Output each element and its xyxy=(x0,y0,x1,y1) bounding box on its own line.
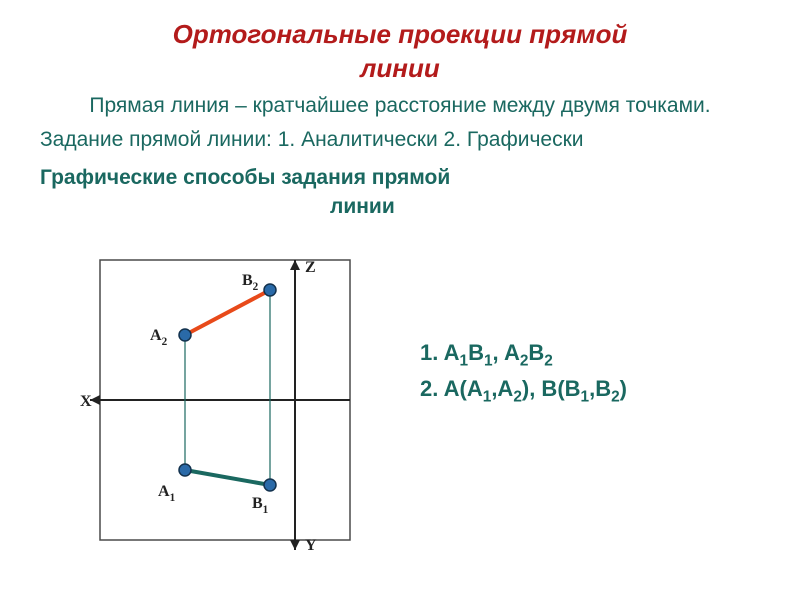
formula-block: 1. A1B1, A2B2 2. A(A1,A2), B(B1,B2) xyxy=(420,340,627,413)
svg-text:X: X xyxy=(80,393,92,410)
svg-text:B1: B1 xyxy=(252,495,269,516)
graph-title-l2: линии xyxy=(40,193,760,221)
task-line: Задание прямой линии: 1. Аналитически 2.… xyxy=(0,120,800,154)
svg-text:B2: B2 xyxy=(242,272,259,293)
graph-methods-title: Графические способы задания прямой линии xyxy=(0,154,800,221)
svg-text:Z: Z xyxy=(305,259,316,276)
projection-diagram: XZYA1B1A2B2 xyxy=(90,260,370,560)
formula-line-2: 2. A(A1,A2), B(B1,B2) xyxy=(420,376,627,406)
graph-title-l1: Графические способы задания прямой xyxy=(40,166,450,189)
title-line2: линии xyxy=(360,53,440,83)
title-line1: Ортогональные проекции прямой xyxy=(173,19,628,49)
page-title: Ортогональные проекции прямой линии xyxy=(0,0,800,86)
svg-text:Y: Y xyxy=(305,537,317,554)
subtitle: Прямая линия – кратчайшее расстояние меж… xyxy=(0,86,800,120)
svg-text:A2: A2 xyxy=(150,327,168,348)
formula-line-1: 1. A1B1, A2B2 xyxy=(420,340,627,370)
svg-text:A1: A1 xyxy=(158,483,176,504)
diagram-svg: XZYA1B1A2B2 xyxy=(90,260,370,560)
